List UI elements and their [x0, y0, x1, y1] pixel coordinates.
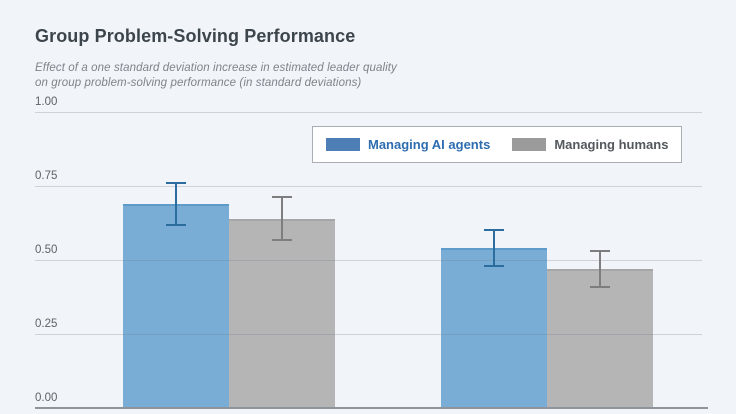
gridline-0.25	[35, 334, 702, 335]
errorbar-humans-group1-cap-top	[271, 196, 292, 199]
errorbar-ai-agents-group2-cap-bottom	[483, 265, 504, 268]
bar-humans-group2	[546, 268, 653, 408]
errorbar-humans-group1-stem	[280, 196, 283, 241]
chart-title: Group Problem-Solving Performance	[35, 26, 356, 46]
y-tick-label-1.00: 1.00	[35, 96, 58, 108]
errorbar-ai-agents-group1-stem	[174, 181, 177, 226]
errorbar-humans-group2-stem	[598, 249, 601, 289]
bar-humans-group1	[228, 218, 335, 408]
errorbar-ai-agents-group1-cap-bottom	[165, 223, 186, 226]
legend-label-ai-agents: Managing AI agents	[368, 137, 491, 152]
y-tick-label-0.00: 0.00	[35, 392, 58, 404]
errorbar-humans-group1-cap-bottom	[271, 238, 292, 241]
errorbar-humans-group2-cap-top	[589, 249, 610, 252]
gridline-0.75	[35, 186, 702, 187]
errorbar-ai-agents-group1-cap-top	[165, 181, 186, 184]
errorbar-humans-group2-cap-bottom	[589, 286, 610, 289]
y-tick-label-0.50: 0.50	[35, 244, 58, 256]
bar-ai-agents-group2	[440, 248, 547, 408]
y-tick-label-0.75: 0.75	[35, 170, 58, 182]
gridline-0.50	[35, 260, 702, 261]
legend: Managing AI agents Managing humans	[312, 126, 683, 163]
legend-swatch-ai-agents	[326, 138, 360, 151]
y-tick-label-0.25: 0.25	[35, 318, 58, 330]
chart-subtitle-line1: Effect of a one standard deviation incre…	[35, 62, 397, 74]
gridline-1.00	[35, 112, 702, 113]
legend-swatch-humans	[512, 138, 547, 151]
errorbar-ai-agents-group2-cap-top	[483, 228, 504, 231]
errorbar-ai-agents-group2-stem	[492, 228, 495, 268]
x-axis-line	[35, 407, 708, 409]
legend-label-humans: Managing humans	[554, 137, 669, 152]
chart-subtitle-line2: on group problem-solving performance (in…	[35, 77, 362, 89]
bar-ai-agents-group1	[122, 203, 229, 408]
